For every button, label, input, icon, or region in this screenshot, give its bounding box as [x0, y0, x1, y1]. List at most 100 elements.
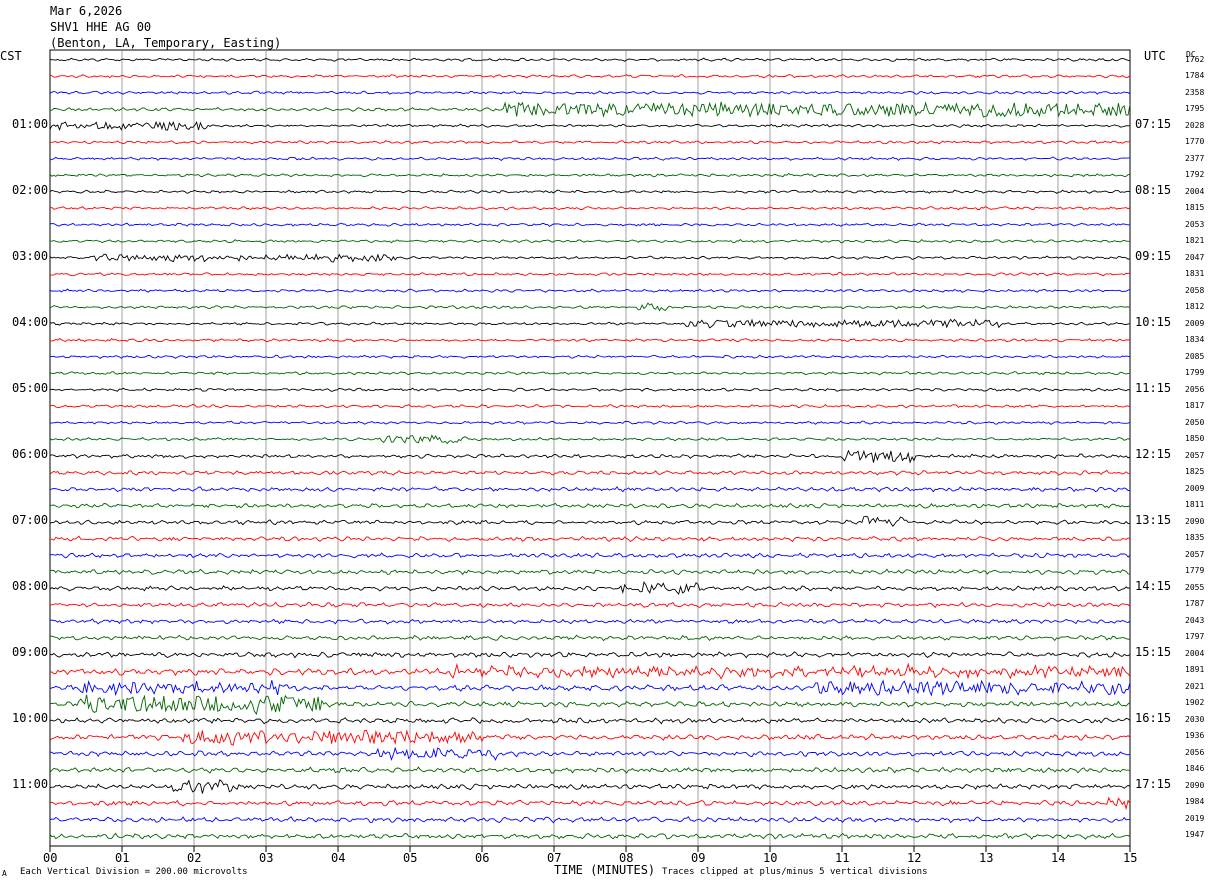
right-hour-label: 08:15 — [1135, 182, 1172, 197]
right-hour-label: 14:15 — [1135, 578, 1172, 593]
trace-line — [49, 90, 1131, 95]
right-hour-label: 11:15 — [1135, 380, 1172, 395]
trace-line — [49, 156, 1130, 161]
x-tick-label: 03 — [259, 851, 274, 865]
trace-line — [49, 73, 1131, 79]
dc-offset-label: 2058 — [1185, 285, 1205, 295]
trace-line — [50, 318, 1131, 329]
trace-line — [49, 101, 1131, 119]
x-tick-label: 13 — [979, 851, 994, 865]
left-hour-label: 07:00 — [12, 512, 49, 527]
left-hour-label: 06:00 — [12, 446, 49, 461]
x-tick-label: 06 — [475, 851, 490, 865]
trace-line — [50, 272, 1131, 277]
trace-line — [49, 729, 1131, 746]
trace-line — [49, 717, 1131, 725]
channel-label: SHV1 HHE AG 00 — [50, 20, 152, 34]
dc-offset-label: 2021 — [1185, 681, 1205, 691]
x-tick-label: 11 — [835, 851, 850, 865]
trace-line — [49, 694, 1131, 716]
trace-line — [49, 253, 1131, 263]
dc-offset-label: 2053 — [1185, 219, 1205, 229]
trace-line — [49, 140, 1131, 145]
trace-line — [49, 552, 1131, 559]
left-hour-label: 08:00 — [12, 578, 49, 593]
trace-line — [49, 502, 1131, 509]
left-hour-label: 04:00 — [12, 314, 49, 329]
x-tick-label: 05 — [403, 851, 418, 865]
date-label: Mar 6,2026 — [50, 4, 123, 18]
station-label: (Benton, LA, Temporary, Easting) — [50, 36, 282, 50]
trace-line — [49, 679, 1131, 697]
right-hour-label: 17:15 — [1135, 776, 1172, 791]
dc-offset-label: 1902 — [1185, 698, 1205, 707]
dc-offset-label: 1834 — [1185, 335, 1205, 344]
left-hour-label: 02:00 — [12, 182, 49, 197]
dc-offset-label: 2009 — [1185, 483, 1205, 493]
trace-line — [49, 779, 1131, 794]
dc-offset-label: 1825 — [1185, 467, 1205, 476]
right-hour-label: 12:15 — [1135, 446, 1172, 461]
dc-offset-label: 1947 — [1185, 830, 1205, 839]
dc-offset-label: 1821 — [1185, 236, 1205, 245]
right-timezone-label: UTC — [1144, 49, 1166, 63]
left-hour-label: 05:00 — [12, 380, 49, 395]
dc-offset-label: 1792 — [1185, 170, 1205, 179]
dc-offset-label: 2085 — [1185, 351, 1205, 361]
dc-offset-label: 1831 — [1185, 269, 1205, 278]
dc-offset-label: 1799 — [1185, 368, 1205, 377]
right-hour-label: 15:15 — [1135, 644, 1172, 659]
dc-offset-label: 2056 — [1185, 747, 1205, 757]
right-hour-label: 07:15 — [1135, 116, 1172, 131]
x-tick-label: 08 — [619, 851, 634, 865]
trace-line — [49, 580, 1131, 595]
trace-line — [49, 371, 1131, 376]
trace-line — [49, 651, 1131, 659]
trace-line — [49, 662, 1131, 680]
trace-line — [49, 746, 1131, 762]
dc-offset-label: 1936 — [1185, 731, 1205, 740]
dc-offset-label: 2030 — [1185, 714, 1205, 724]
dc-offset-label: 2377 — [1185, 153, 1205, 163]
x-tick-label: 09 — [691, 851, 706, 865]
dc-offset-label: 2057 — [1185, 549, 1205, 559]
trace-line — [49, 120, 1130, 132]
trace-line — [49, 832, 1131, 840]
dc-offset-label: 2056 — [1185, 384, 1205, 394]
trace-line — [49, 302, 1130, 312]
trace-line — [49, 238, 1131, 244]
dc-offset-label: 1779 — [1185, 566, 1205, 575]
dc-offset-label: 1850 — [1185, 434, 1205, 443]
dc-offset-label: 2055 — [1185, 582, 1205, 592]
trace-line — [49, 618, 1131, 625]
x-axis-ticks — [49, 846, 1131, 852]
dc-offset-label: 2004 — [1185, 648, 1205, 658]
trace-line — [49, 387, 1131, 392]
trace-line — [49, 434, 1131, 445]
trace-line — [49, 568, 1131, 576]
minute-gridlines — [121, 50, 1059, 846]
right-hour-label: 09:15 — [1135, 248, 1172, 263]
dc-offset-label: 2047 — [1185, 252, 1205, 262]
dc-offset-label: 1795 — [1185, 104, 1205, 113]
trace-line — [49, 337, 1131, 343]
x-tick-label: 02 — [187, 851, 202, 865]
right-hour-label: 10:15 — [1135, 314, 1172, 329]
x-tick-label: 15 — [1123, 851, 1138, 865]
trace-line — [49, 403, 1131, 409]
dc-offset-label: 1891 — [1185, 665, 1205, 674]
dc-offset-label: 1984 — [1185, 797, 1205, 806]
x-tick-label: 14 — [1051, 851, 1066, 865]
trace-line — [49, 469, 1131, 476]
trace-line — [49, 173, 1130, 178]
right-hour-label: 13:15 — [1135, 512, 1172, 527]
trace-line — [49, 634, 1131, 642]
x-tick-label: 10 — [763, 851, 778, 865]
trace-line — [49, 486, 1131, 493]
left-hour-label: 01:00 — [12, 116, 49, 131]
dc-offset-label: 1815 — [1185, 203, 1205, 212]
trace-line — [49, 816, 1131, 824]
left-hour-label: 09:00 — [12, 644, 49, 659]
trace-line — [49, 189, 1131, 194]
